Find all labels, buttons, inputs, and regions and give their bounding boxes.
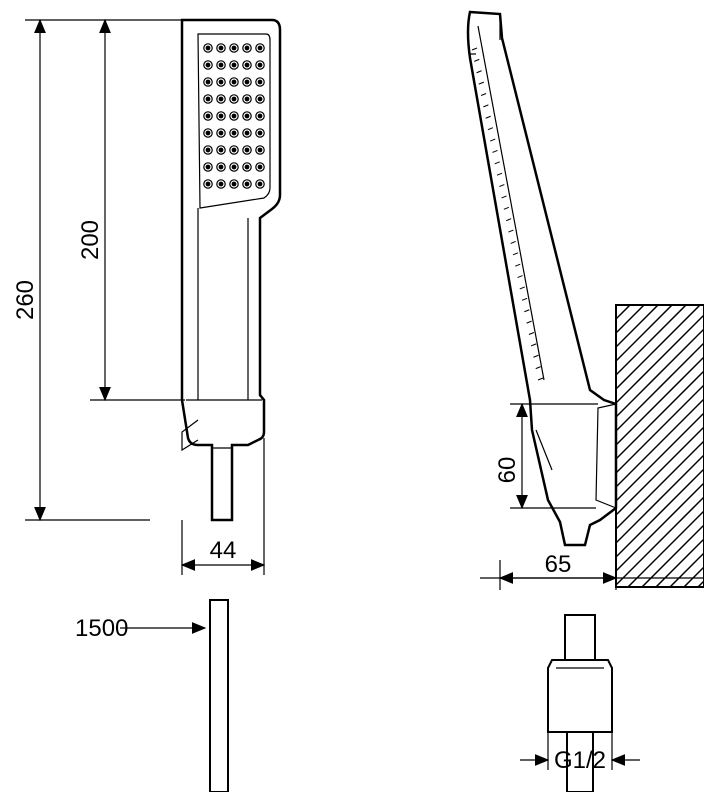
dim-head-width: 44 (210, 537, 237, 564)
nozzle-grid (204, 44, 264, 188)
dim-holder-height: 60 (494, 457, 521, 484)
dim-hose-length: 1500 (75, 615, 128, 642)
connector-view: G1/2 (520, 615, 640, 792)
shower-head-outline (182, 20, 280, 520)
dim-overall-height: 260 (12, 280, 39, 320)
drawing-canvas: 260 200 44 1500 (0, 0, 704, 792)
dim-thread: G1/2 (554, 747, 606, 774)
wall-hatch (36, 5, 704, 605)
dim-head-height: 200 (77, 220, 104, 260)
hose-view: 1500 (75, 600, 228, 792)
side-view: 60 65 (36, 5, 704, 605)
front-view: 260 200 44 1500 (12, 20, 280, 792)
dim-depth: 65 (545, 551, 572, 578)
